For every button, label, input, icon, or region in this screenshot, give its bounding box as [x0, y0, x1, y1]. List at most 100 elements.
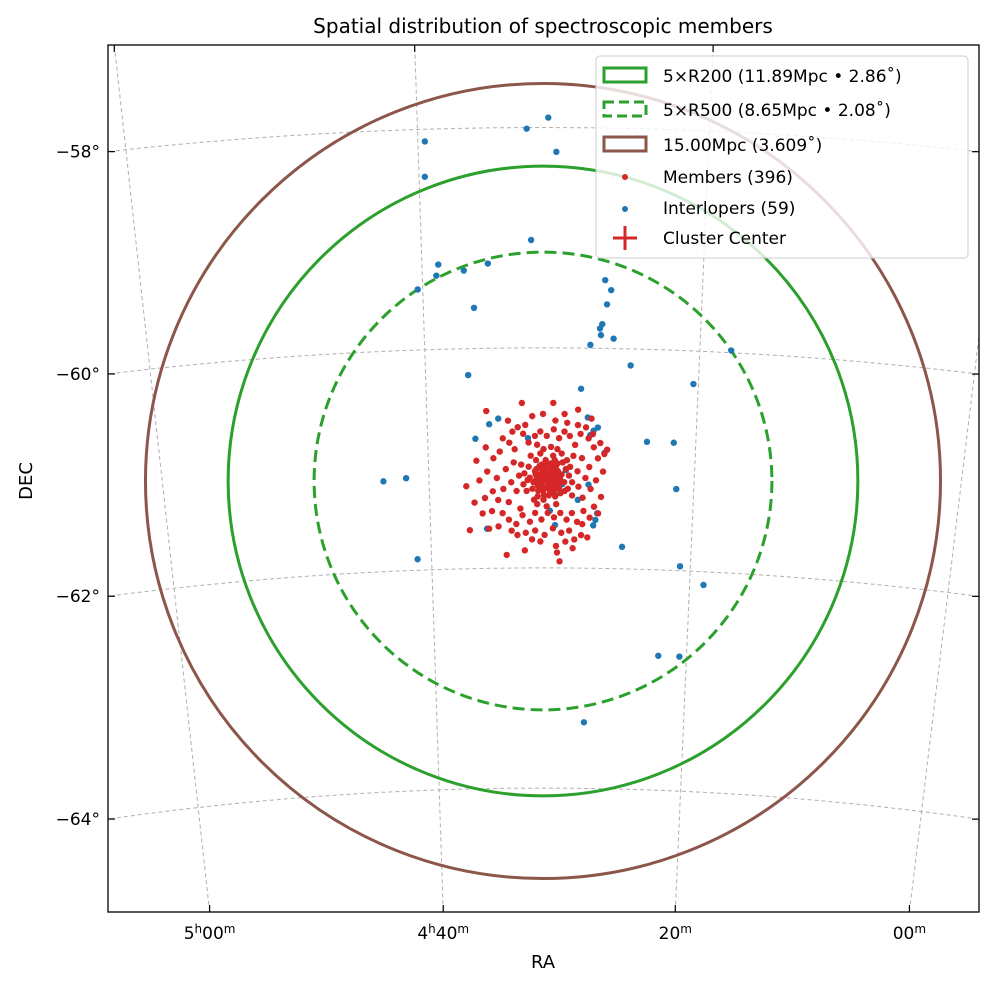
member-point — [558, 529, 565, 536]
dec-tick-label: −64° — [56, 810, 100, 830]
member-point — [551, 456, 558, 464]
member-point — [493, 474, 501, 482]
member-point — [574, 468, 581, 475]
member-point — [529, 485, 536, 492]
member-point — [553, 549, 561, 556]
member-point — [568, 492, 576, 499]
interloper-point — [602, 276, 609, 284]
member-point — [566, 463, 574, 471]
dec-tick-label: −62° — [56, 587, 100, 607]
member-point — [546, 465, 554, 473]
interloper-point — [414, 556, 421, 563]
member-point — [564, 419, 571, 426]
member-point — [573, 518, 581, 526]
member-point — [594, 510, 602, 517]
member-point — [537, 538, 544, 545]
member-point — [549, 489, 556, 497]
member-point — [528, 536, 536, 543]
member-point — [488, 507, 496, 515]
interloper-point — [590, 522, 597, 529]
member-point — [517, 505, 524, 512]
interloper-point — [728, 347, 735, 354]
interloper-point — [485, 421, 493, 428]
member-point — [597, 493, 605, 501]
member-point — [513, 487, 520, 495]
member-point — [527, 452, 534, 459]
member-point — [590, 503, 598, 510]
interloper-point — [676, 563, 684, 570]
interloper-point — [435, 261, 442, 268]
member-point — [561, 428, 568, 435]
legend-box — [595, 55, 969, 259]
member-point — [531, 509, 539, 517]
member-point — [504, 417, 512, 424]
member-point — [556, 558, 563, 565]
legend-marker-members — [622, 174, 628, 180]
member-point — [535, 487, 542, 495]
dec-gridline — [108, 347, 979, 375]
interloper-point — [596, 325, 604, 332]
x-axis-label: RA — [531, 952, 556, 973]
interloper-point — [421, 173, 429, 180]
interloper-point — [472, 435, 479, 442]
member-point — [483, 407, 490, 415]
member-point — [506, 439, 513, 446]
member-point — [502, 465, 509, 473]
interloper-point — [470, 304, 478, 312]
member-point — [463, 483, 470, 490]
legend-swatch-r500 — [602, 100, 648, 118]
member-point — [537, 450, 544, 457]
member-point — [524, 476, 531, 484]
member-point — [574, 406, 582, 413]
member-point — [544, 460, 551, 467]
member-point — [555, 434, 563, 442]
member-point — [561, 487, 568, 495]
member-point — [520, 481, 527, 488]
member-point — [526, 518, 534, 525]
member-point — [505, 516, 513, 523]
member-point — [521, 547, 529, 554]
member-point — [522, 529, 529, 536]
member-point — [515, 472, 523, 479]
member-point — [565, 472, 573, 479]
member-points — [463, 399, 611, 565]
member-point — [542, 483, 549, 490]
interloper-point — [574, 496, 581, 504]
member-point — [586, 463, 593, 471]
member-point — [550, 426, 557, 433]
member-point — [529, 412, 536, 420]
member-point — [543, 503, 550, 510]
member-point — [577, 531, 585, 539]
ra-tick-label: 5h00m — [184, 922, 236, 944]
member-point — [540, 492, 548, 499]
plot-frame — [107, 44, 980, 913]
member-point — [521, 470, 528, 477]
member-point — [549, 525, 557, 532]
member-point — [547, 443, 555, 451]
interloper-point — [380, 478, 387, 485]
radius-circle — [226, 164, 860, 798]
member-point — [531, 527, 539, 534]
member-point — [599, 468, 607, 475]
interloper-point — [643, 438, 651, 446]
member-point — [571, 441, 579, 449]
member-point — [508, 527, 515, 534]
interloper-point — [402, 475, 410, 482]
interloper-point — [495, 415, 502, 422]
interloper-point — [553, 148, 560, 156]
interloper-point — [690, 380, 697, 388]
member-point — [557, 509, 564, 517]
member-point — [499, 435, 506, 442]
member-point — [552, 500, 560, 508]
ra-gridline — [113, 45, 211, 912]
member-point — [539, 410, 547, 418]
dec-tick-label: −60° — [56, 365, 100, 385]
member-point — [589, 430, 597, 438]
member-point — [539, 470, 546, 477]
dec-gridline — [108, 127, 979, 153]
member-point — [548, 478, 556, 486]
member-point — [473, 457, 480, 464]
ra-tick-label: 00m — [893, 922, 926, 944]
member-point — [499, 509, 506, 517]
